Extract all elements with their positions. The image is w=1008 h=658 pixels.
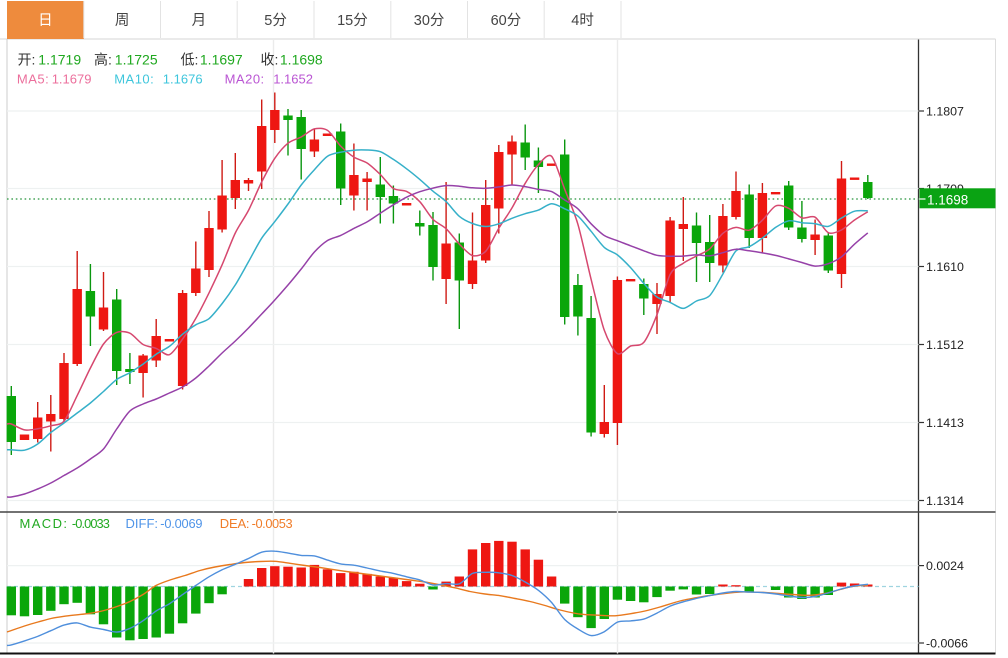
svg-text:1.1698: 1.1698: [927, 193, 968, 208]
svg-text:1.1698: 1.1698: [280, 52, 323, 68]
svg-text:高:: 高:: [94, 52, 112, 68]
svg-text:0.0024: 0.0024: [926, 559, 964, 573]
svg-text:1.1314: 1.1314: [926, 494, 964, 508]
svg-text:-0.0033: -0.0033: [72, 516, 110, 531]
svg-text:低:: 低:: [181, 52, 199, 68]
svg-text:MA20:: MA20:: [225, 71, 265, 86]
svg-text:1.1807: 1.1807: [926, 104, 964, 118]
svg-text:1.1652: 1.1652: [273, 71, 313, 86]
svg-text:1.1610: 1.1610: [926, 260, 964, 274]
svg-text:30分: 30分: [414, 12, 445, 29]
svg-text:开:: 开:: [18, 52, 36, 68]
svg-text:1.1512: 1.1512: [926, 338, 964, 352]
svg-text:1.1697: 1.1697: [200, 52, 243, 68]
svg-text:DIFF:: DIFF:: [126, 516, 159, 531]
svg-text:MA10:: MA10:: [114, 71, 154, 86]
svg-text:收:: 收:: [261, 52, 279, 68]
svg-text:1.1679: 1.1679: [52, 71, 92, 86]
svg-text:4时: 4时: [571, 12, 594, 29]
svg-text:月: 月: [192, 13, 207, 29]
svg-text:15分: 15分: [337, 12, 368, 29]
svg-text:日: 日: [38, 13, 53, 29]
svg-text:1.1725: 1.1725: [115, 52, 158, 68]
svg-text:周: 周: [115, 13, 130, 29]
svg-text:MACD:: MACD:: [20, 516, 69, 531]
svg-text:-0.0053: -0.0053: [252, 516, 293, 531]
svg-text:1.1676: 1.1676: [163, 71, 203, 86]
svg-text:DEA:: DEA:: [220, 516, 250, 531]
svg-text:-0.0066: -0.0066: [926, 636, 968, 650]
svg-text:MA5:: MA5:: [17, 71, 49, 86]
svg-text:1.1719: 1.1719: [38, 52, 81, 68]
svg-text:1.1413: 1.1413: [926, 416, 964, 430]
svg-text:5分: 5分: [264, 12, 287, 29]
svg-text:60分: 60分: [491, 12, 522, 29]
svg-text:-0.0069: -0.0069: [160, 516, 202, 531]
